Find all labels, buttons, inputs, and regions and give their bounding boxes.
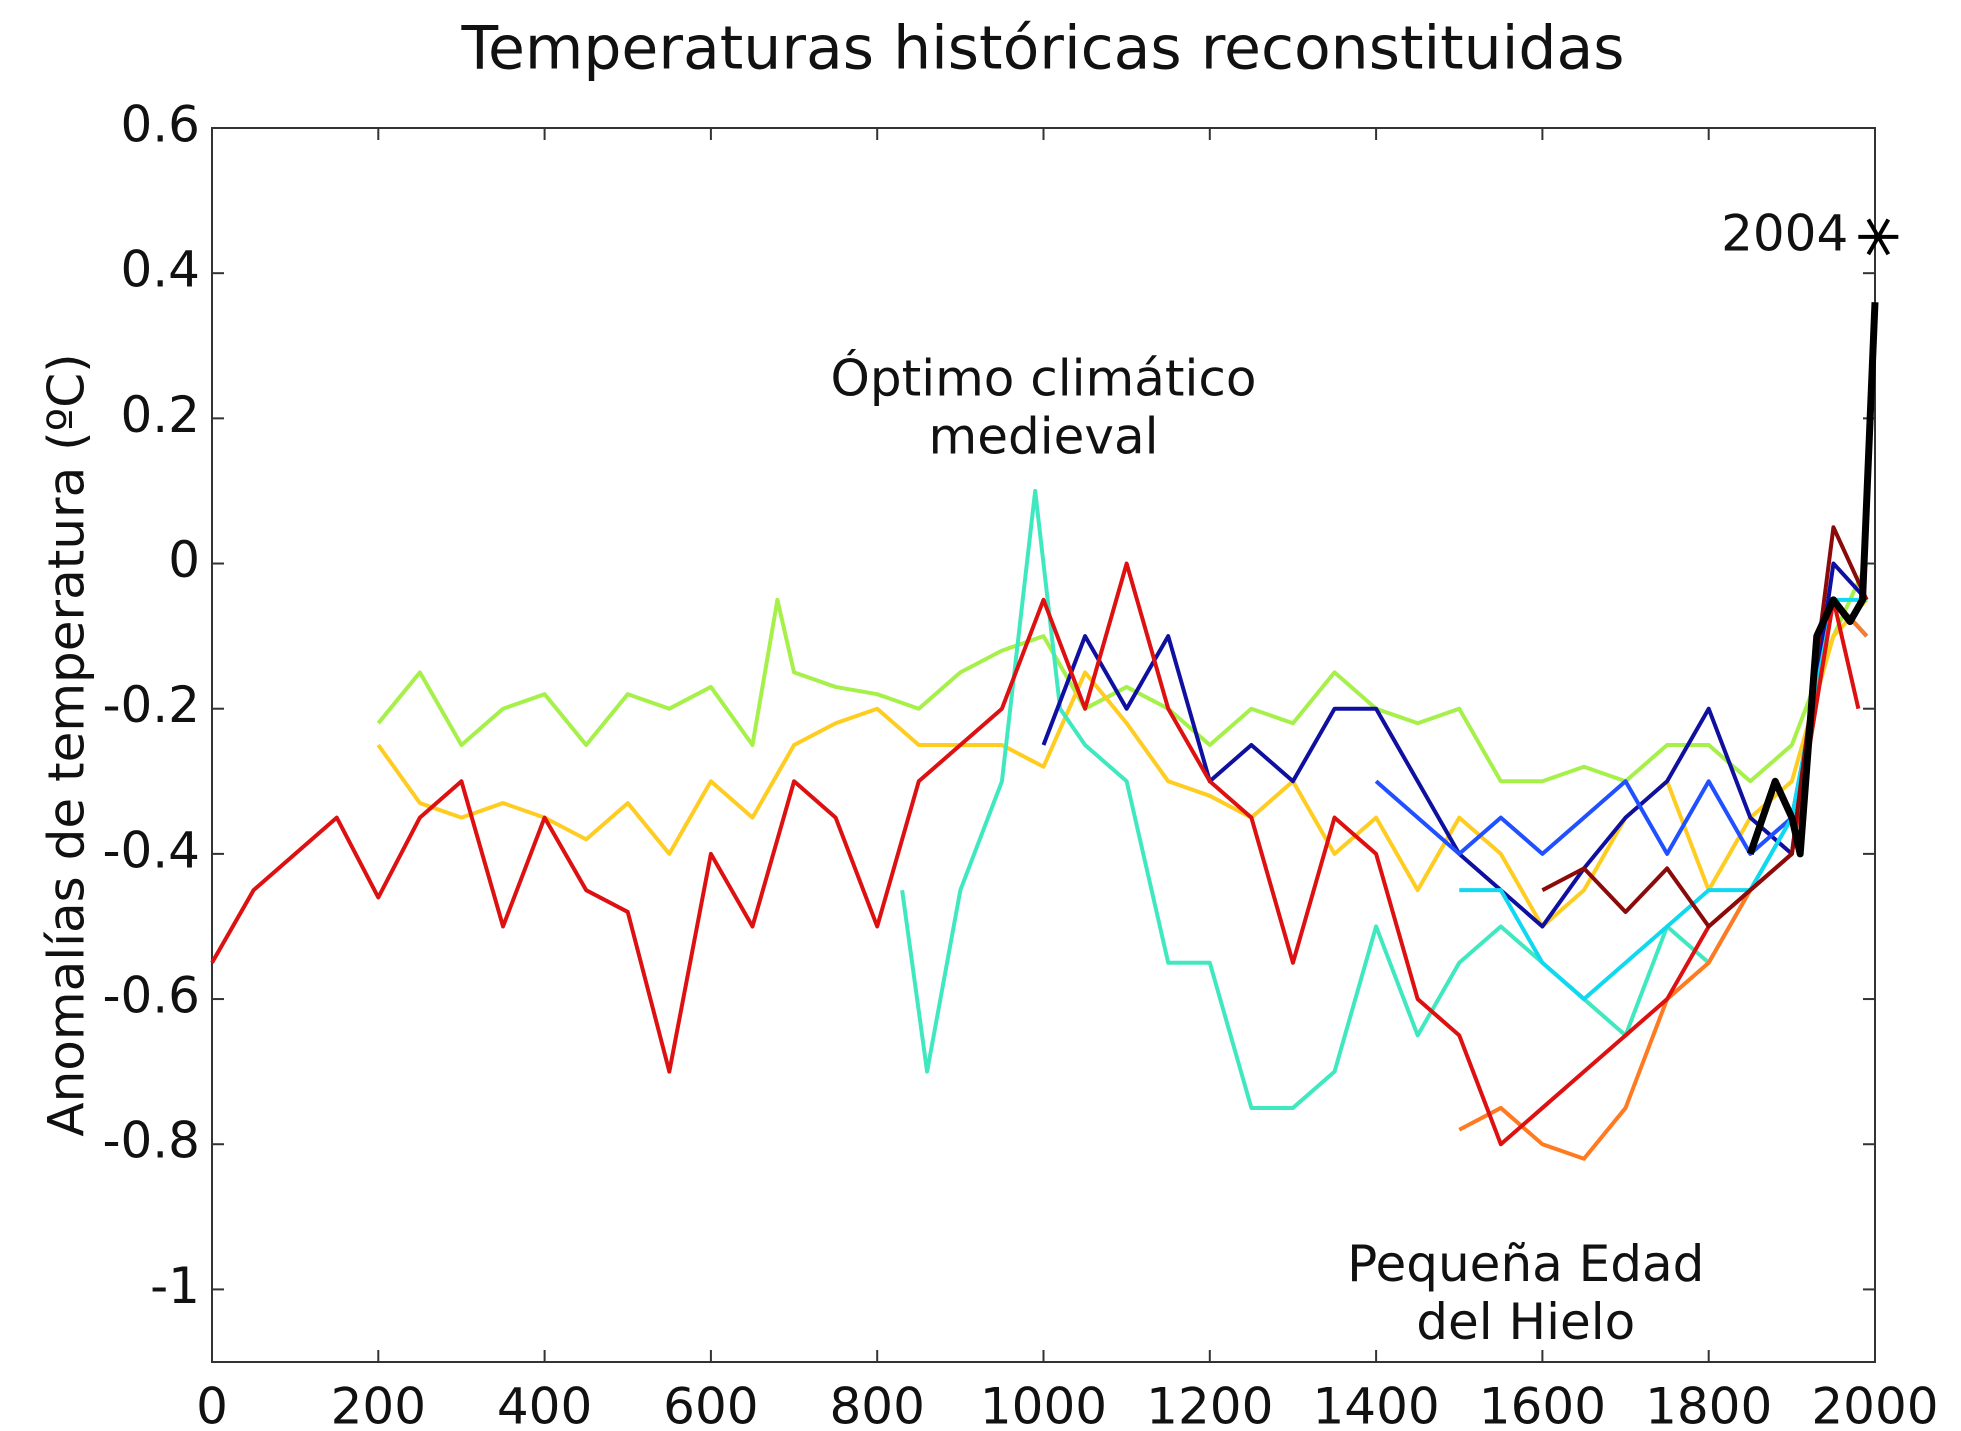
series-line (1458, 597, 1869, 1161)
annotation: medieval (929, 408, 1159, 466)
x-tick-label: 600 (663, 1378, 758, 1431)
series-line (900, 488, 1869, 1110)
chart-title: Temperaturas históricas reconstituidas (461, 14, 1625, 84)
x-tick-label: 2000 (1811, 1378, 1938, 1431)
x-tick-label: 800 (829, 1378, 924, 1431)
x-tick-label: 1400 (1312, 1378, 1439, 1431)
point-marker (1858, 218, 1899, 256)
x-tick-label: 200 (331, 1378, 426, 1431)
x-tick-label: 1200 (1146, 1378, 1273, 1431)
y-tick-label: -0.6 (102, 967, 200, 1025)
series-line (210, 561, 1861, 1147)
x-tick-label: 1000 (980, 1378, 1107, 1431)
series-line (376, 562, 1869, 784)
series-line (1541, 525, 1869, 929)
x-tick-label: 0 (196, 1378, 228, 1431)
annotation: del Hielo (1416, 1293, 1635, 1351)
y-tick-label: 0.2 (120, 386, 200, 444)
x-tick-label: 1600 (1479, 1378, 1606, 1431)
annotation: Óptimo climático (831, 349, 1257, 408)
series-line (1041, 561, 1869, 929)
y-tick-label: 0.4 (120, 241, 200, 299)
y-axis-label: Anomalías de temperatura (ºC) (38, 353, 96, 1136)
x-tick-label: 1800 (1645, 1378, 1772, 1431)
y-tick-label: 0 (168, 531, 200, 589)
y-tick-label: -0.4 (102, 821, 200, 879)
y-tick-label: -0.8 (102, 1112, 200, 1170)
y-tick-label: -0.2 (102, 676, 200, 734)
point-label: 2004 (1721, 204, 1848, 262)
series-line (1746, 302, 1879, 858)
y-tick-label: 0.6 (120, 96, 200, 154)
y-tick-label: -1 (150, 1257, 200, 1315)
x-tick-label: 400 (497, 1378, 592, 1431)
annotation: Pequeña Edad (1347, 1235, 1704, 1293)
point-stroke (1866, 218, 1891, 256)
